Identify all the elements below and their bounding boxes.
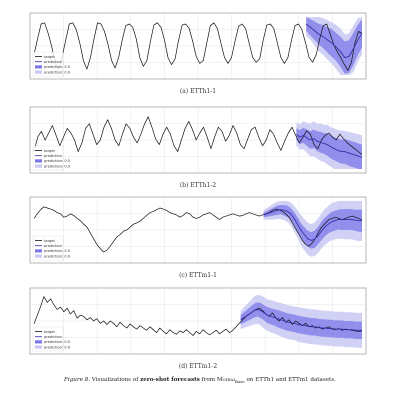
legend-swatch-p09 xyxy=(35,164,42,168)
legend-label-2: prediction: 0.5 xyxy=(44,159,70,163)
prediction-line xyxy=(296,133,363,158)
legend-label-2: prediction: 0.5 xyxy=(44,65,70,69)
caption-text-2: from xyxy=(201,377,216,383)
caption-text-3: on ETTh1 and ETTm1 datasets. xyxy=(246,377,336,383)
legend-label-1: prediction xyxy=(44,335,62,339)
figure-caption: Figure 8. Visualizations of zero-shot fo… xyxy=(0,377,400,384)
caption-label: Figure 8. xyxy=(64,377,90,383)
legend-swatch-p05 xyxy=(35,340,42,344)
legend-label-0: target xyxy=(44,330,56,334)
legend-swatch-p09 xyxy=(35,70,42,74)
target-line xyxy=(33,296,363,336)
legend-swatch-p05 xyxy=(35,159,42,163)
caption-text-1: Visualizations of xyxy=(91,377,139,383)
panel-title: (b) ETTh1-2 xyxy=(180,182,217,189)
panel-title: (c) ETTm1-1 xyxy=(179,272,217,279)
legend-label-0: target xyxy=(44,239,56,243)
prediction-line xyxy=(305,23,363,59)
legend-label-1: prediction xyxy=(44,244,62,248)
caption-bold: zero-shot forecasts xyxy=(140,377,200,383)
panel-title: (d) ETTm1-2 xyxy=(179,363,217,370)
prediction-line xyxy=(240,308,362,331)
band-0.5 xyxy=(240,302,362,339)
legend-label-2: prediction: 0.5 xyxy=(44,340,70,344)
legend-swatch-p05 xyxy=(35,65,42,69)
caption-model-sub: Base xyxy=(234,379,245,385)
legend-label-3: prediction: 0.9 xyxy=(44,70,71,74)
target-line xyxy=(33,116,363,155)
legend-swatch-p09 xyxy=(35,345,42,349)
legend-label-3: prediction: 0.9 xyxy=(44,164,71,168)
legend-label-1: prediction xyxy=(44,154,62,158)
legend-label-3: prediction: 0.9 xyxy=(44,345,71,349)
band-0.5 xyxy=(296,127,362,169)
caption-model: Moirai xyxy=(216,377,235,383)
legend-label-0: target xyxy=(44,149,56,153)
legend-swatch-p09 xyxy=(35,254,42,258)
legend-label-0: target xyxy=(44,55,56,59)
legend-label-3: prediction: 0.9 xyxy=(44,254,71,258)
prediction-line xyxy=(263,209,362,241)
target-line xyxy=(33,22,363,71)
panel-title: (a) ETTh1-1 xyxy=(180,88,216,95)
legend-label-2: prediction: 0.5 xyxy=(44,249,70,253)
target-line xyxy=(33,206,363,253)
legend-label-1: prediction xyxy=(44,60,62,64)
legend-swatch-p05 xyxy=(35,249,42,253)
